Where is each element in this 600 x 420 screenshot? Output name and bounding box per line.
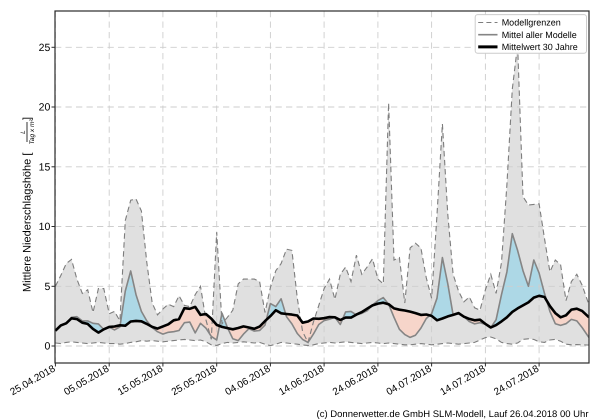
- svg-text:20: 20: [39, 102, 51, 114]
- svg-text:L: L: [20, 130, 27, 134]
- svg-text:15: 15: [39, 161, 51, 173]
- svg-text:]: ]: [22, 117, 34, 120]
- svg-text:25: 25: [39, 42, 51, 54]
- svg-text:Mittelwert 30 Jahre: Mittelwert 30 Jahre: [502, 42, 578, 52]
- svg-text:5: 5: [44, 281, 50, 293]
- svg-text:Mittlere Niederschlagshöhe [: Mittlere Niederschlagshöhe [: [22, 153, 34, 292]
- svg-text:Tag x m²: Tag x m²: [29, 119, 36, 145]
- svg-text:0: 0: [44, 341, 50, 353]
- svg-text:(c) Donnerwetter.de GmbH SLM-M: (c) Donnerwetter.de GmbH SLM-Modell, Lau…: [317, 409, 589, 420]
- svg-text:Modellgrenzen: Modellgrenzen: [502, 18, 561, 28]
- svg-text:10: 10: [39, 221, 51, 233]
- svg-text:Mittel aller Modelle: Mittel aller Modelle: [502, 30, 577, 40]
